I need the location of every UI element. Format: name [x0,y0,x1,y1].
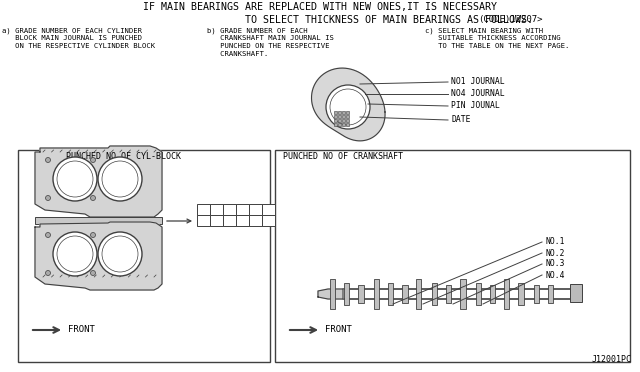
Text: #4: #4 [68,249,81,259]
Circle shape [90,232,95,237]
Bar [388,283,393,305]
Bar [330,279,335,309]
Bar [236,204,249,215]
Text: 4: 4 [240,205,245,214]
Bar [197,204,210,215]
Bar [338,123,341,126]
Polygon shape [312,68,385,141]
Bar [334,111,337,114]
Text: #5: #5 [114,174,126,184]
Text: a) GRADE NUMBER OF EACH CYLINDER
   BLOCK MAIN JOURNAL IS PUNCHED
   ON THE RESP: a) GRADE NUMBER OF EACH CYLINDER BLOCK M… [2,27,155,49]
Circle shape [53,157,97,201]
Bar [504,279,509,309]
Text: 1: 1 [201,216,206,225]
Bar [374,279,379,309]
Text: b) GRADE NUMBER OF EACH
   CRANKSHAFT MAIN JOURNAL IS
   PUNCHED ON THE RESPECTI: b) GRADE NUMBER OF EACH CRANKSHAFT MAIN … [207,27,334,58]
Text: 4: 4 [240,216,245,225]
Bar [262,215,275,226]
Bar [548,285,553,303]
Circle shape [45,270,51,276]
Circle shape [45,157,51,163]
Text: DATE: DATE [451,115,470,125]
Bar [518,283,524,305]
Text: #6: #6 [114,249,126,259]
Bar [338,119,341,122]
Text: NO4 JOURNAL: NO4 JOURNAL [451,90,504,99]
Text: TO SELECT THICKNESS OF MAIN BEARINGS AS FOLLOWS.: TO SELECT THICKNESS OF MAIN BEARINGS AS … [245,15,533,25]
Text: FRONT: FRONT [68,326,95,334]
Bar [534,285,539,303]
Circle shape [326,85,370,129]
Circle shape [90,157,95,163]
Bar [334,115,337,118]
Text: IF MAIN BEARINGS ARE REPLACED WITH NEW ONES,IT IS NECESSARY: IF MAIN BEARINGS ARE REPLACED WITH NEW O… [143,2,497,12]
Circle shape [98,232,142,276]
Bar [338,111,341,114]
Bar [334,123,337,126]
Text: 2: 2 [214,216,219,225]
Circle shape [45,196,51,201]
Bar [346,119,349,122]
Polygon shape [35,146,162,217]
Bar [334,119,337,122]
Text: 3: 3 [227,205,232,214]
Bar [460,279,466,309]
Text: PUNCHED NO OF CYL-BLOCK: PUNCHED NO OF CYL-BLOCK [67,152,181,161]
Bar [262,204,275,215]
Bar [346,123,349,126]
Text: 2: 2 [214,205,219,214]
Bar [35,217,162,224]
Polygon shape [35,222,162,290]
Circle shape [90,196,95,201]
Bar [490,285,495,303]
Text: NO.4: NO.4 [545,270,564,279]
Bar [342,111,345,114]
Bar [432,283,437,305]
Circle shape [45,232,51,237]
Text: 1: 1 [201,205,206,214]
Bar [210,215,223,226]
Bar [346,111,349,114]
Bar [342,115,345,118]
Bar [416,279,421,309]
Text: c) SELECT MAIN BEARING WITH
   SUITABLE THICKNESS ACCORDING
   TO THE TABLE ON T: c) SELECT MAIN BEARING WITH SUITABLE THI… [425,27,570,49]
Text: NO.2: NO.2 [545,248,564,257]
Bar [346,115,349,118]
Circle shape [53,232,97,276]
Text: #3: #3 [68,174,81,184]
Text: PUNCHED NO OF CRANKSHAFT: PUNCHED NO OF CRANKSHAFT [283,152,403,161]
Bar [275,150,630,362]
Text: J12001PC: J12001PC [592,355,632,364]
Bar [476,283,481,305]
Bar [402,285,408,303]
Bar [223,215,236,226]
Bar [197,215,210,226]
Bar [236,215,249,226]
Text: 6: 6 [266,216,271,225]
Text: FRONT: FRONT [325,326,352,334]
Text: NO1 JOURNAL: NO1 JOURNAL [451,77,504,87]
Circle shape [98,157,142,201]
Bar [570,284,582,302]
Bar [358,285,364,303]
Bar [249,204,262,215]
Circle shape [90,270,95,276]
Bar [210,204,223,215]
Bar [338,115,341,118]
Bar [446,285,451,303]
Bar [342,119,345,122]
Bar [249,215,262,226]
Text: 5: 5 [253,216,258,225]
Bar [18,150,270,362]
Bar [344,283,349,305]
Text: (CODE)12207>: (CODE)12207> [478,15,543,24]
Polygon shape [318,289,343,299]
Text: NO.3: NO.3 [545,260,564,269]
Text: PIN JOUNAL: PIN JOUNAL [451,102,500,110]
Bar [223,204,236,215]
Bar [342,123,345,126]
Text: NO.1: NO.1 [545,237,564,247]
Text: 3: 3 [227,216,232,225]
